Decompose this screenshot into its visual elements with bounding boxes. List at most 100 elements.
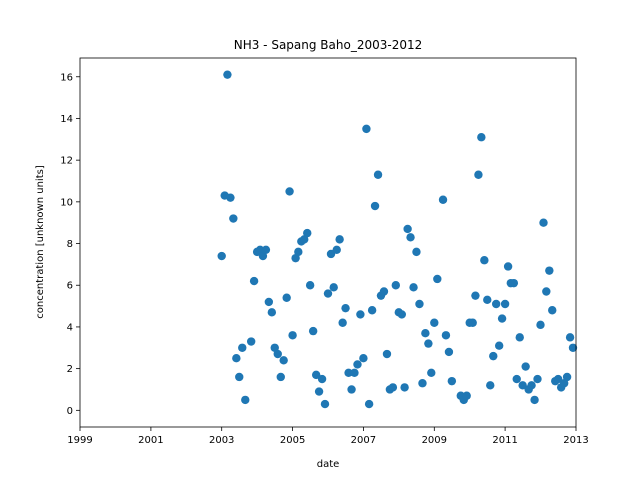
data-point: [447, 376, 457, 386]
x-tick-label: 2005: [280, 435, 305, 446]
data-point: [489, 351, 498, 361]
data-point: [530, 395, 539, 405]
data-point: [441, 331, 451, 340]
data-point: [255, 245, 265, 254]
data-point: [515, 333, 524, 342]
data-point: [249, 276, 259, 286]
data-point: [391, 281, 400, 290]
data-point: [477, 133, 486, 142]
data-point: [412, 247, 421, 257]
data-point: [232, 354, 241, 363]
data-point: [320, 399, 330, 409]
data-point: [421, 328, 430, 338]
chart-title: NH3 - Sapang Baho_2003-2012: [234, 38, 423, 52]
y-tick-label: 10: [60, 197, 73, 208]
data-point: [308, 326, 318, 336]
data-point: [427, 368, 436, 377]
data-points: [217, 70, 578, 409]
data-point: [474, 170, 483, 179]
data-point: [367, 306, 377, 315]
data-point: [347, 385, 356, 394]
data-point: [273, 349, 282, 359]
data-point: [424, 339, 433, 348]
data-point: [359, 354, 368, 363]
data-point: [323, 289, 333, 298]
data-point: [314, 387, 324, 396]
data-point: [568, 343, 578, 352]
plot-frame: [79, 57, 577, 428]
data-point: [344, 368, 353, 377]
x-tick-label: 2013: [563, 435, 588, 446]
data-point: [388, 383, 398, 392]
data-point: [317, 374, 327, 384]
data-point: [267, 308, 277, 317]
data-point: [288, 331, 297, 340]
data-point: [258, 251, 268, 261]
data-point: [285, 187, 294, 196]
data-point: [553, 374, 563, 384]
y-tick-label: 8: [67, 239, 73, 250]
data-point: [512, 374, 521, 384]
data-point: [471, 291, 480, 300]
y-tick-label: 0: [67, 406, 73, 417]
y-axis-ticks: 0 2 4 6 8 10 12 14 16: [60, 72, 80, 417]
data-point: [223, 70, 232, 79]
y-tick-label: 4: [67, 322, 73, 333]
data-point: [241, 395, 250, 405]
data-point: [548, 306, 557, 315]
data-point: [403, 224, 412, 234]
data-point: [562, 372, 572, 382]
data-point: [332, 245, 341, 254]
x-tick-label: 2003: [209, 435, 234, 446]
data-point: [246, 337, 256, 346]
data-point: [468, 318, 477, 327]
data-point: [382, 349, 392, 359]
data-point: [373, 170, 383, 179]
data-point: [444, 347, 454, 357]
data-point: [276, 372, 285, 382]
y-tick-label: 2: [67, 364, 73, 375]
data-point: [338, 318, 347, 327]
data-point: [217, 251, 226, 261]
x-tick-label: 2011: [492, 435, 517, 446]
x-tick-label: 2007: [351, 435, 376, 446]
data-point: [503, 262, 513, 271]
x-tick-label: 2009: [422, 435, 447, 446]
data-point: [294, 247, 303, 257]
x-tick-label: 1999: [67, 435, 92, 446]
data-point: [521, 362, 530, 371]
data-point: [305, 281, 315, 290]
data-point: [491, 299, 501, 309]
y-tick-label: 6: [67, 281, 73, 292]
data-point: [533, 374, 542, 384]
data-point: [400, 383, 409, 392]
data-point: [397, 310, 407, 319]
x-axis-ticks: 1999 2001 2003 2005 2007 2009 2011 2013: [67, 427, 589, 446]
data-point: [364, 399, 374, 409]
data-point: [291, 253, 300, 263]
data-point: [430, 318, 439, 327]
data-point: [494, 341, 504, 350]
data-point: [409, 283, 418, 292]
data-point: [270, 343, 279, 352]
data-point: [264, 297, 274, 307]
data-point: [545, 266, 554, 275]
y-tick-label: 14: [60, 114, 73, 125]
data-point: [379, 287, 389, 296]
data-point: [536, 320, 545, 330]
data-point: [282, 293, 291, 302]
data-point: [353, 360, 362, 369]
data-point: [362, 124, 371, 134]
data-point: [438, 195, 448, 204]
data-point: [539, 218, 548, 227]
data-point: [433, 274, 442, 284]
data-point: [418, 379, 427, 388]
data-point: [509, 278, 519, 288]
data-point: [261, 245, 271, 254]
data-point: [527, 381, 536, 390]
y-tick-label: 16: [60, 72, 73, 83]
data-point: [542, 287, 551, 296]
y-axis-label: concentration [unknown units]: [35, 165, 46, 319]
data-point: [335, 235, 344, 244]
